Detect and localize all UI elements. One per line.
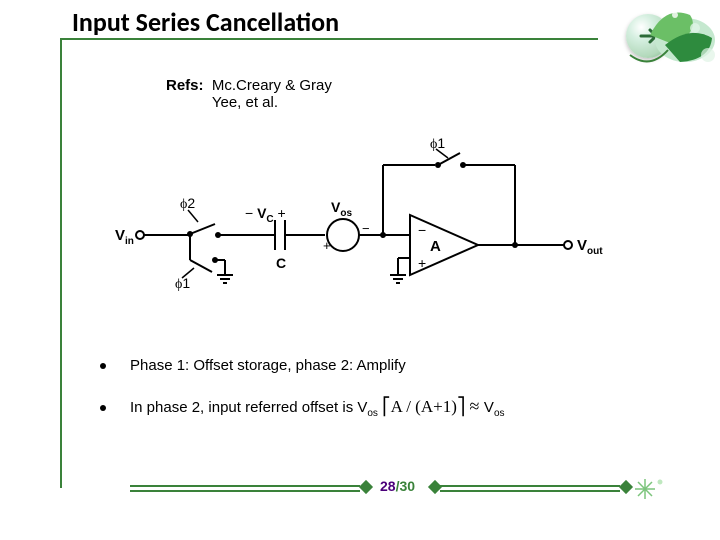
sparkle-icon — [630, 476, 670, 506]
refs-line1: Mc.Creary & Gray — [212, 77, 332, 94]
next-slide-button[interactable] — [626, 14, 670, 58]
page-footer: 28/30 — [130, 482, 680, 510]
svg-text:C: C — [276, 255, 286, 271]
refs-label: Refs: — [166, 77, 204, 94]
frame-left — [60, 38, 62, 488]
references-block: Refs: Mc.Creary & Gray Yee, et al. — [166, 77, 332, 111]
bullet-2: In phase 2, input referred offset is Vos… — [100, 396, 660, 419]
svg-text:ϕ2: ϕ2 — [180, 195, 195, 212]
arrow-right-icon — [637, 24, 661, 48]
svg-text:+: + — [323, 238, 331, 253]
frame-top — [60, 38, 598, 40]
page-number: 28/30 — [380, 478, 415, 494]
bullet-dot-icon — [100, 363, 106, 369]
svg-text:Vin: Vin — [115, 227, 134, 247]
circuit-diagram: Vin ϕ2 ϕ1 C − VC + + − Vos — [110, 130, 610, 305]
refs-line2: Yee, et al. — [212, 94, 278, 111]
page-title: Input Series Cancellation — [68, 6, 343, 38]
bullet-2-text: In phase 2, input referred offset is Vos… — [130, 396, 505, 419]
svg-text:−: − — [362, 221, 370, 236]
svg-text:+: + — [418, 255, 426, 271]
svg-text:Vos: Vos — [331, 199, 352, 219]
svg-text:A: A — [430, 238, 441, 255]
bullets-block: Phase 1: Offset storage, phase 2: Amplif… — [100, 335, 660, 441]
bullet-1-text: Phase 1: Offset storage, phase 2: Amplif… — [130, 357, 406, 374]
svg-text:− VC +: − VC + — [245, 205, 286, 225]
svg-text:Vout: Vout — [577, 237, 603, 257]
bullet-1: Phase 1: Offset storage, phase 2: Amplif… — [100, 357, 660, 374]
bullet-dot-icon — [100, 405, 106, 411]
svg-text:−: − — [418, 222, 426, 238]
